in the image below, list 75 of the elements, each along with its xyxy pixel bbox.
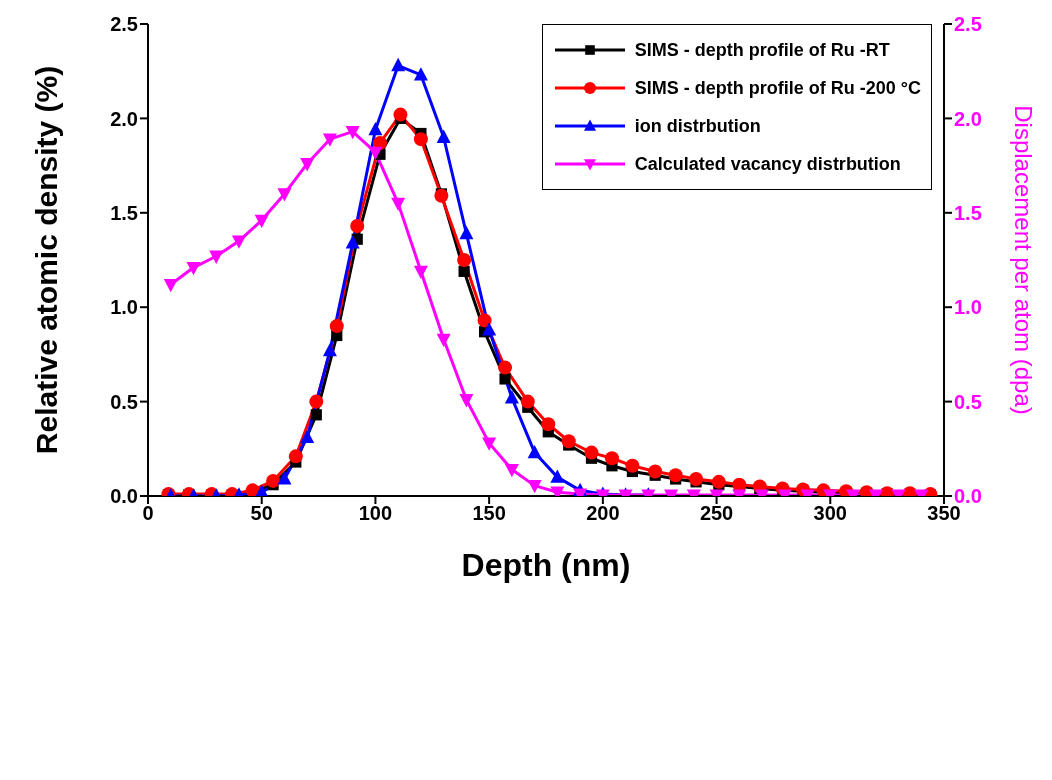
point [277,188,292,202]
legend-label: SIMS - depth profile of Ru -RT [634,39,890,61]
point [604,451,619,466]
point [689,472,704,487]
point [391,197,406,212]
point [368,122,383,136]
point [561,434,576,449]
point [711,474,726,489]
point [391,57,406,72]
point [310,409,322,421]
point [541,417,556,432]
point [550,469,565,483]
point [504,390,519,404]
point [413,132,428,147]
legend-label: SIMS - depth profile of Ru -200 °C [634,77,921,99]
point [288,449,303,464]
point [209,250,224,264]
y2-tick-label: 2.5 [954,13,982,36]
point [413,67,428,81]
y2-tick-label: 1.5 [954,201,982,224]
point [300,429,315,444]
y-tick-label: 2.0 [110,107,138,130]
x-tick-label: 50 [250,502,273,525]
x-tick-label: 100 [358,502,393,525]
point [459,225,474,240]
point [322,133,337,147]
point [345,235,360,249]
point [350,219,365,234]
y-tick-label: 2.5 [110,13,138,36]
x-tick-label: 300 [813,502,847,525]
y2-tick-label: 0.5 [954,390,982,413]
point [413,265,428,280]
legend-label: Calculated vacancy distrbution [634,153,901,175]
y2-tick-label: 2.0 [954,107,982,130]
point [393,107,408,122]
point [482,322,497,336]
point [477,313,492,328]
point [499,373,511,385]
point [498,360,513,375]
point [231,235,246,249]
point [329,319,344,334]
x-tick-label: 350 [927,502,961,525]
y-tick-label: 1.0 [110,296,138,319]
point [458,265,470,277]
point [163,278,178,293]
y-tick-label: 1.5 [110,201,138,224]
point [322,342,337,357]
point [457,253,472,267]
x-tick-label: 150 [472,502,506,525]
point [186,261,201,276]
point [254,214,269,229]
y-axis-title: Relative atomic density (%) [29,65,63,455]
point [625,458,640,473]
legend-label: ion distrbution [634,115,761,137]
y2-axis-title: Displacement per atom (dpa) [1010,105,1038,415]
point [520,394,535,409]
point [648,464,663,479]
point [436,129,451,143]
point [309,394,324,409]
point [584,445,599,460]
point [436,333,451,347]
x-axis-title: Depth (nm) [461,547,631,583]
x-tick-label: 200 [586,502,620,525]
point [300,158,315,172]
point [368,146,383,161]
point [345,126,360,140]
point [527,444,542,459]
x-tick-label: 250 [699,502,734,525]
x-tick-label: 0 [142,502,154,525]
point [277,471,292,485]
y2-tick-label: 1.0 [954,296,982,319]
point [266,473,281,488]
y-tick-label: 0.5 [110,390,138,413]
y-tick-label: 0.0 [110,485,138,508]
point [668,468,683,483]
